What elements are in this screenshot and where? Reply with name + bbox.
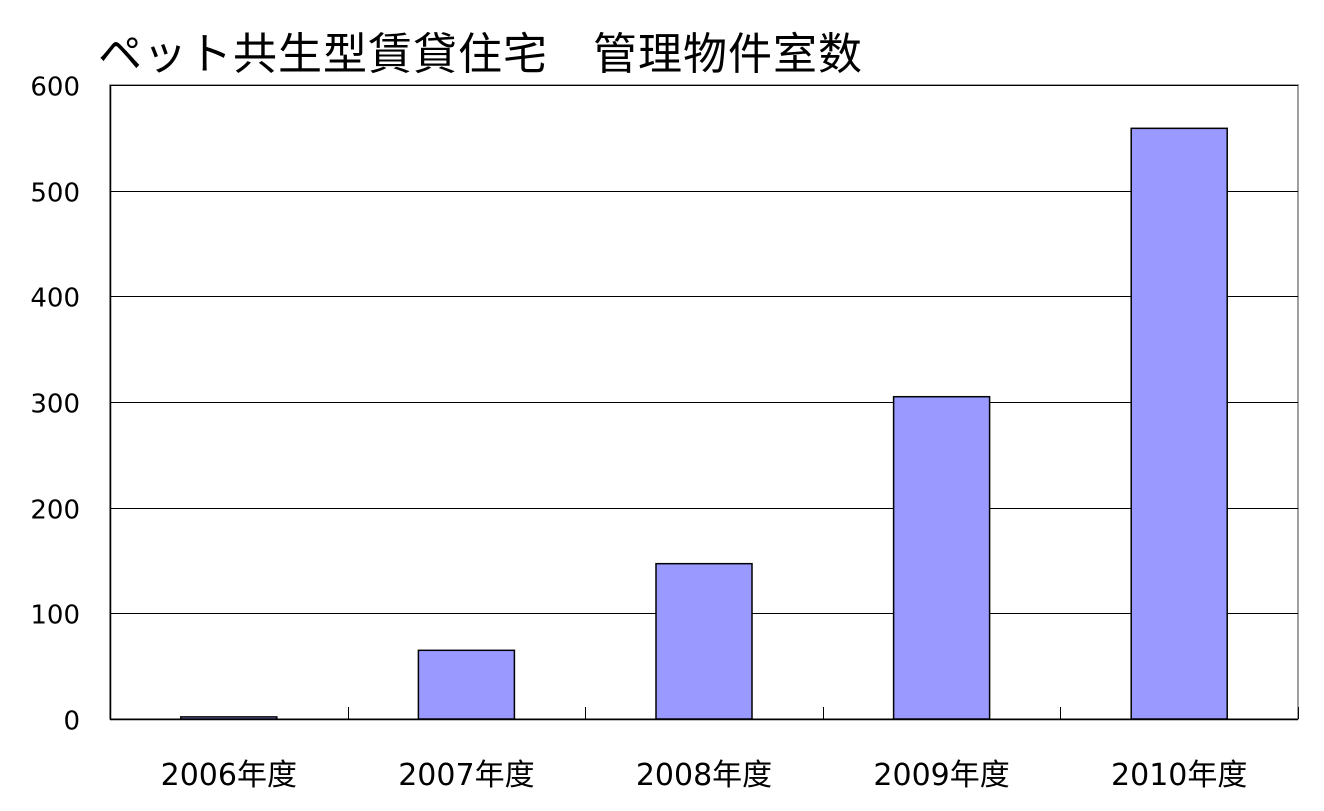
x-tick-label: 2006年度 [161,758,297,793]
y-tick-label: 600 [30,73,80,103]
x-tick-label: 2010年度 [1111,758,1247,793]
y-tick-label: 200 [30,496,80,526]
x-tick-label: 2008年度 [636,758,772,793]
bar-2007年度 [417,649,516,720]
y-tick-label: 300 [30,390,80,420]
bar-2009年度 [892,395,991,720]
bar-2006年度 [180,716,278,720]
x-tick-label: 2007年度 [398,758,534,793]
bar-2008年度 [655,562,753,720]
bar-2010年度 [1130,127,1228,720]
x-tick-label: 2009年度 [873,758,1009,793]
y-tick-label: 400 [30,284,80,314]
y-tick-label: 500 [30,179,80,209]
chart-title: ペット共生型賃貸住宅 管理物件室数 [98,29,863,80]
y-tick-label: 0 [63,707,80,737]
y-tick-label: 100 [30,601,80,631]
